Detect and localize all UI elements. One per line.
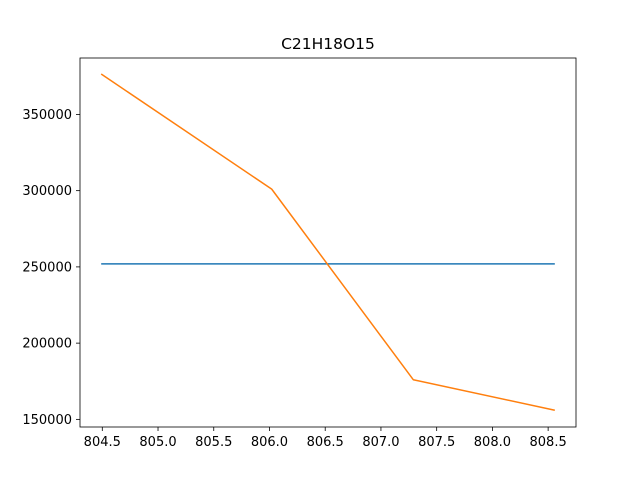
- y-tick-label: 250000: [22, 260, 72, 275]
- x-tick-label: 808.0: [474, 435, 511, 450]
- y-tick-label: 150000: [22, 413, 72, 428]
- series-line-2: [100, 73, 555, 411]
- x-tick-label: 805.5: [195, 435, 232, 450]
- chart-title: C21H18O15: [281, 35, 375, 53]
- x-tick-label: 807.0: [362, 435, 399, 450]
- series-layer: [100, 73, 555, 411]
- x-tick-label: 806.5: [307, 435, 344, 450]
- x-tick-label: 808.5: [530, 435, 567, 450]
- y-tick-label: 300000: [22, 184, 72, 199]
- x-tick-label: 804.5: [84, 435, 121, 450]
- y-tick-label: 200000: [22, 337, 72, 352]
- axes-layer: 804.5 805.0 805.5 806.0 806.5 807.0 807.5 808.0…: [22, 57, 577, 450]
- x-tick-label: 807.5: [418, 435, 455, 450]
- y-tick-label: 350000: [22, 108, 72, 123]
- x-tick-label: 805.0: [139, 435, 176, 450]
- plot-frame: [79, 57, 577, 428]
- x-tick-label: 806.0: [251, 435, 288, 450]
